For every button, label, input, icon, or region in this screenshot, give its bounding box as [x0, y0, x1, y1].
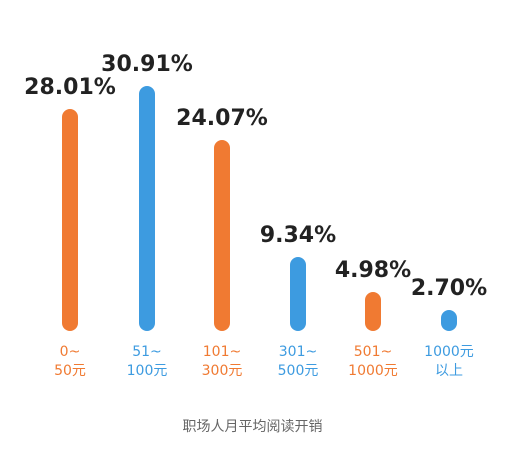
- category-label: 501~ 1000元: [348, 344, 398, 379]
- value-label: 4.98%: [334, 257, 412, 283]
- value-label: 2.70%: [410, 275, 488, 301]
- bar: [62, 109, 78, 331]
- bar: [290, 257, 306, 331]
- category-label: 51~ 100元: [126, 344, 168, 379]
- category-label: 1000元 以上: [424, 344, 474, 379]
- bar: [139, 86, 155, 331]
- bar: [441, 309, 457, 331]
- category-label: 301~ 500元: [277, 344, 319, 379]
- chart-title: 职场人月平均阅读开销: [182, 419, 323, 435]
- bar: [365, 291, 381, 331]
- category-label: 0~ 50元: [54, 344, 86, 379]
- value-label: 24.07%: [176, 106, 268, 132]
- value-label: 30.91%: [101, 52, 193, 78]
- value-label: 9.34%: [259, 223, 337, 249]
- bar: [214, 140, 230, 331]
- category-label: 101~ 300元: [201, 344, 243, 379]
- value-label: 28.01%: [24, 75, 116, 101]
